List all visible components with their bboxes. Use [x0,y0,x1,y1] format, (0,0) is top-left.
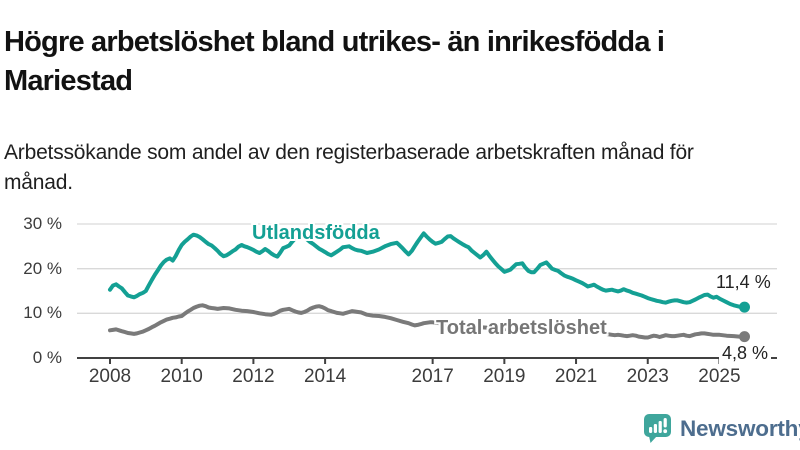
series-label-total-arbetsloshet: Total arbetslöshet [436,317,607,339]
y-tick-label: 30 % [23,213,62,233]
x-tick-label: 2012 [232,366,275,387]
x-tick-label: 2010 [160,366,203,387]
x-tick-label: 2021 [554,366,598,387]
series-label-utlandsfodda: Utlandsfödda [252,222,380,244]
series-end-dot [739,301,750,313]
series-end-dot [739,331,750,343]
series-line [108,231,747,310]
newsworthy-logo[interactable]: Newsworthy [643,413,800,444]
x-tick-label: 2025 [698,366,741,387]
end-value-label-total: 4,8 % [719,343,772,364]
y-tick-label: 20 % [23,258,62,278]
page-title: Högre arbetslöshet bland utrikes- än inr… [4,26,665,97]
end-value-label-utlandsfodda: 11,4 % [716,272,771,292]
x-tick-label: 2014 [303,366,347,387]
x-tick-label: 2019 [483,366,526,387]
newsworthy-chart-bubble-icon [644,414,671,443]
series-line [108,303,747,340]
y-tick-label: 0 % [32,348,62,367]
y-tick-label: 10 % [23,303,62,323]
newsworthy-wordmark: Newsworthy [680,415,800,441]
x-tick-label: 2008 [88,366,132,387]
chart-subtitle: Arbetssökande som andel av den registerb… [4,141,694,195]
x-tick-label: 2017 [411,366,454,387]
x-tick-label: 2023 [626,366,669,387]
